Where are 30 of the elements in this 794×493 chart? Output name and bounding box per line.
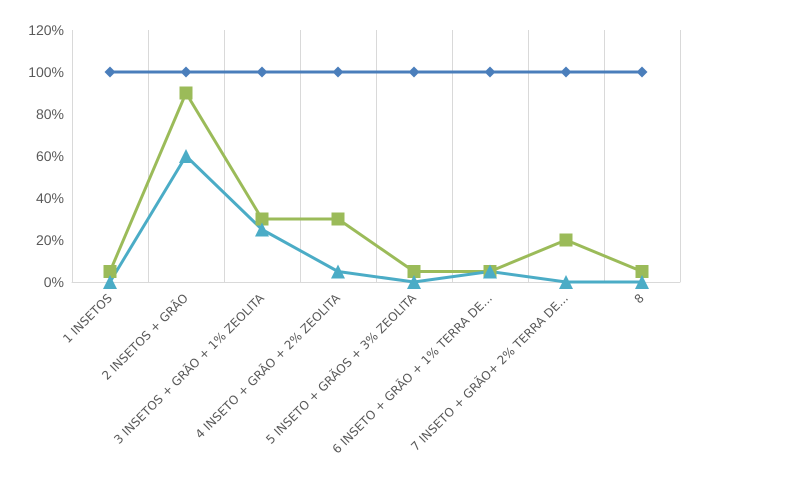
y-tick-label: 20% — [36, 232, 64, 248]
point — [484, 66, 496, 78]
point — [559, 275, 573, 289]
point — [180, 86, 192, 100]
point — [256, 66, 268, 78]
point — [636, 265, 648, 278]
point — [635, 275, 649, 289]
point — [408, 66, 420, 78]
y-tick-label: 60% — [36, 148, 64, 164]
point — [255, 222, 269, 236]
point — [179, 149, 193, 163]
point — [180, 66, 192, 78]
point — [331, 264, 345, 278]
point — [560, 66, 572, 78]
point — [103, 275, 117, 289]
point — [407, 275, 421, 289]
point — [256, 212, 268, 226]
point — [636, 66, 648, 78]
y-tick-label: 100% — [28, 64, 64, 80]
point — [104, 265, 116, 278]
y-tick-label: 40% — [36, 190, 64, 206]
point — [408, 265, 420, 278]
y-tick-label: 80% — [36, 106, 64, 122]
point — [104, 66, 116, 78]
point — [560, 234, 572, 246]
point — [332, 212, 344, 226]
y-tick-label: 120% — [28, 22, 64, 38]
x-tick-label: 8 — [632, 291, 647, 306]
y-tick-label: 0% — [44, 274, 64, 290]
point — [332, 66, 344, 78]
